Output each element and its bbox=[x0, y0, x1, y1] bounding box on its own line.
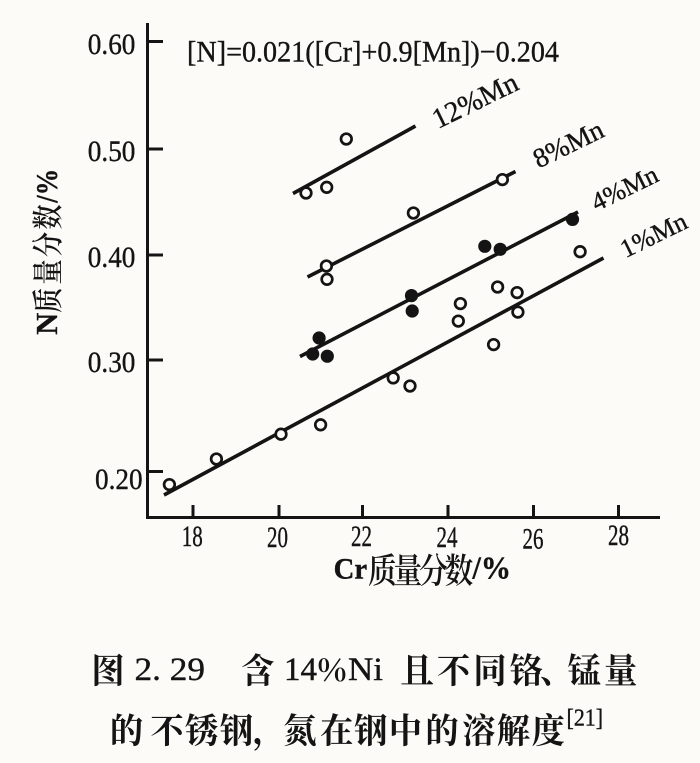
svg-text:Ni: Ni bbox=[348, 652, 383, 688]
svg-text:[21]: [21] bbox=[567, 706, 604, 732]
svg-text:2. 29: 2. 29 bbox=[135, 652, 206, 688]
svg-text:0.60: 0.60 bbox=[88, 28, 136, 61]
svg-text:/%: /% bbox=[472, 550, 511, 586]
svg-text:26: 26 bbox=[523, 523, 544, 556]
svg-text:14: 14 bbox=[284, 652, 317, 688]
svg-text:0.30: 0.30 bbox=[88, 346, 136, 379]
svg-text:20: 20 bbox=[267, 521, 288, 554]
svg-text:N: N bbox=[29, 313, 64, 335]
svg-text:22: 22 bbox=[351, 520, 372, 553]
svg-text:[N]=0.021([Cr]+0.9[Mn])−0.204: [N]=0.021([Cr]+0.9[Mn])−0.204 bbox=[187, 36, 559, 69]
svg-text:0.40: 0.40 bbox=[88, 241, 136, 274]
svg-text:18: 18 bbox=[182, 520, 203, 553]
svg-text:24: 24 bbox=[437, 521, 458, 554]
svg-text:0.50: 0.50 bbox=[88, 135, 136, 168]
svg-text:Cr: Cr bbox=[334, 553, 368, 586]
svg-text:28: 28 bbox=[608, 519, 629, 552]
svg-text:0.20: 0.20 bbox=[95, 463, 143, 496]
svg-text:/%: /% bbox=[29, 169, 64, 204]
